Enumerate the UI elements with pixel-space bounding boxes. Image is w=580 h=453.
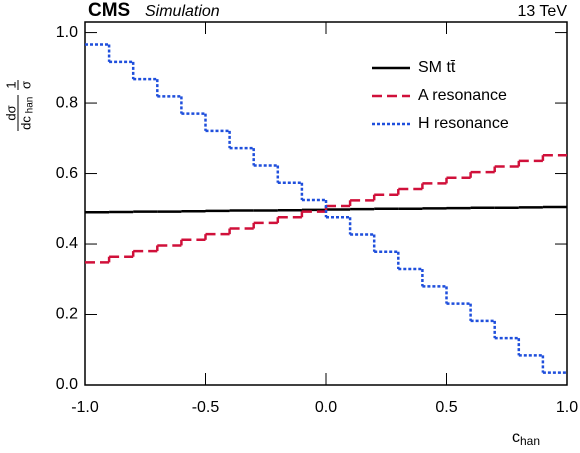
legend-label: H resonance [418, 115, 509, 132]
x-tick-label: -0.5 [192, 399, 220, 416]
x-label-sub: han [520, 434, 540, 448]
y-tick-label: 0.0 [56, 376, 78, 393]
y-label-dc: dc [18, 116, 33, 130]
y-label-sigma: σ [18, 81, 33, 89]
y-tick-label: 1.0 [56, 24, 78, 41]
plot-frame [84, 21, 568, 386]
y-axis-label: 1 σ dσ dc han [3, 80, 36, 131]
energy-annotation: 13 TeV [517, 3, 567, 20]
x-label-main: c [512, 429, 520, 446]
x-tick-label: 0.0 [315, 399, 337, 416]
y-tick-label: 0.6 [56, 165, 78, 182]
y-tick-label: 0.8 [56, 94, 78, 111]
chart-subtitle: Simulation [145, 3, 220, 20]
x-tick-label: -1.0 [71, 399, 99, 416]
chart-title: CMS [88, 0, 130, 21]
y-label-dsigma: dσ [3, 105, 18, 120]
legend-label: SM tt̄ [418, 59, 456, 76]
legend-label: A resonance [418, 87, 507, 104]
y-label-one: 1 [3, 81, 18, 88]
x-tick-label: 1.0 [556, 399, 578, 416]
y-tick-label: 0.2 [56, 306, 78, 323]
y-label-sub: han [25, 97, 36, 114]
y-tick-label: 0.4 [56, 235, 78, 252]
x-tick-label: 0.5 [435, 399, 457, 416]
x-axis-label: chan [512, 429, 540, 448]
